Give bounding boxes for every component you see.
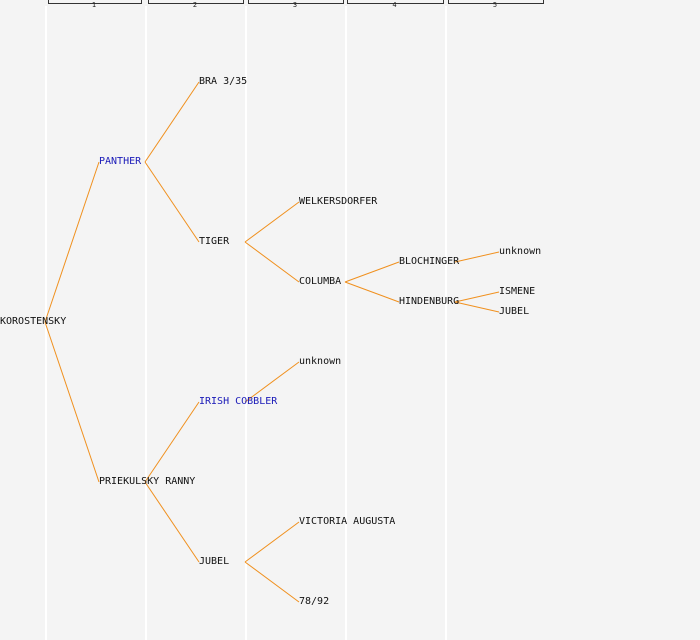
pedigree-link — [244, 361, 300, 403]
pedigree-link — [44, 321, 100, 483]
pedigree-link — [454, 291, 500, 303]
pedigree-link — [244, 521, 300, 563]
pedigree-link — [454, 251, 500, 263]
pedigree-link — [144, 81, 200, 163]
generation-bracket — [448, 0, 544, 4]
pedigree-node: unknown — [299, 356, 342, 367]
pedigree-node: WELKERSDORFER — [299, 196, 378, 207]
pedigree-link — [244, 241, 300, 283]
generation-bracket — [148, 0, 244, 4]
pedigree-node: BRA 3/35 — [199, 76, 248, 87]
pedigree-node: COLUMBA — [299, 276, 342, 287]
pedigree-node[interactable]: PANTHER — [99, 156, 142, 167]
pedigree-node: PRIEKULSKY RANNY — [99, 476, 196, 487]
pedigree-link — [144, 401, 200, 483]
pedigree-link — [244, 561, 300, 603]
pedigree-link — [244, 201, 300, 243]
generation-bracket — [248, 0, 344, 4]
pedigree-node: KOROSTENSKY — [0, 316, 67, 327]
pedigree-node: VICTORIA AUGUSTA — [299, 516, 396, 527]
pedigree-link — [454, 301, 500, 313]
column-divider — [145, 6, 147, 640]
pedigree-node: TIGER — [199, 236, 230, 247]
generation-number: 1 — [91, 1, 97, 9]
column-divider — [345, 6, 347, 640]
pedigree-node: ISMENE — [499, 286, 536, 297]
generation-number: 4 — [392, 1, 397, 9]
pedigree-link — [344, 281, 400, 303]
pedigree-node: HINDENBURG — [399, 296, 460, 307]
generation-number: 3 — [292, 1, 298, 9]
pedigree-link — [144, 481, 200, 563]
pedigree-node: BLOCHINGER — [399, 256, 460, 267]
generation-number: 5 — [492, 1, 498, 9]
pedigree-link — [344, 261, 400, 283]
pedigree-node: unknown — [499, 246, 542, 257]
pedigree-link — [44, 161, 100, 323]
generation-bracket — [48, 0, 142, 4]
column-divider — [445, 6, 447, 640]
generation-number: 2 — [192, 1, 198, 9]
pedigree-node: JUBEL — [499, 306, 530, 317]
pedigree-node[interactable]: IRISH COBBLER — [199, 396, 278, 407]
pedigree-link — [144, 161, 200, 243]
column-divider — [45, 6, 47, 640]
pedigree-node: JUBEL — [199, 556, 230, 567]
generation-bracket — [347, 0, 444, 4]
column-divider — [245, 6, 247, 640]
pedigree-node: 78/92 — [299, 596, 330, 607]
